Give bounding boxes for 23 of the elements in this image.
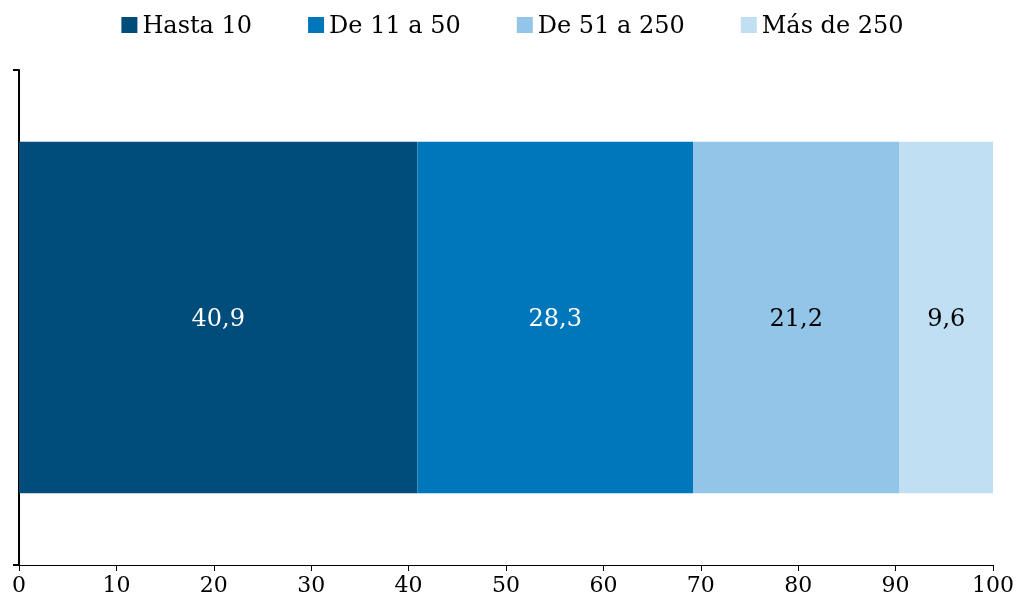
bar [417, 141, 694, 494]
x-tick-label: 80 [784, 571, 813, 597]
x-tick-label: 50 [492, 571, 520, 597]
x-tick-label: 90 [881, 571, 910, 597]
x-tick-label: 30 [297, 571, 326, 597]
x-tick-label: 10 [102, 571, 131, 597]
data-label: 9,6 [927, 303, 966, 332]
legend-label: De 51 a 250 [537, 11, 685, 39]
x-tick-label: 40 [394, 571, 423, 597]
x-tick-label: 70 [686, 571, 715, 597]
x-tick-label: 100 [972, 571, 1014, 597]
legend-label: De 11 a 50 [329, 11, 461, 39]
bar [693, 141, 900, 494]
x-tick-label: 20 [199, 571, 228, 597]
bar [899, 141, 993, 494]
x-tick-label: 0 [12, 571, 26, 597]
legend-label: Hasta 10 [142, 11, 253, 39]
data-label: 28,3 [528, 303, 582, 332]
x-tick-label: 60 [589, 571, 618, 597]
data-label: 21,2 [769, 303, 823, 332]
data-label: 40,9 [191, 303, 245, 332]
legend-label: Más de 250 [761, 11, 904, 39]
bar [19, 141, 418, 494]
